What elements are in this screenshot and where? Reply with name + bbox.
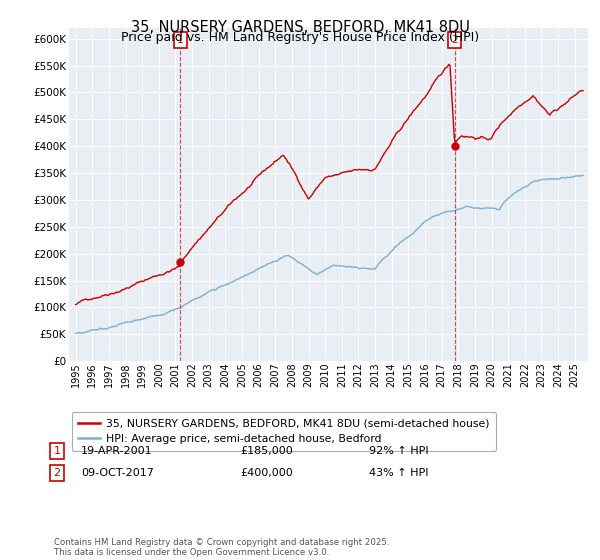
Text: 09-OCT-2017: 09-OCT-2017 (81, 468, 154, 478)
Text: Contains HM Land Registry data © Crown copyright and database right 2025.
This d: Contains HM Land Registry data © Crown c… (54, 538, 389, 557)
Text: 2: 2 (451, 35, 458, 45)
Text: 19-APR-2001: 19-APR-2001 (81, 446, 152, 456)
Text: £185,000: £185,000 (240, 446, 293, 456)
Text: 2: 2 (53, 468, 61, 478)
Legend: 35, NURSERY GARDENS, BEDFORD, MK41 8DU (semi-detached house), HPI: Average price: 35, NURSERY GARDENS, BEDFORD, MK41 8DU (… (72, 412, 496, 451)
Text: 1: 1 (53, 446, 61, 456)
Text: 1: 1 (177, 35, 184, 45)
Text: 92% ↑ HPI: 92% ↑ HPI (369, 446, 428, 456)
Text: Price paid vs. HM Land Registry's House Price Index (HPI): Price paid vs. HM Land Registry's House … (121, 31, 479, 44)
Text: 43% ↑ HPI: 43% ↑ HPI (369, 468, 428, 478)
Text: 35, NURSERY GARDENS, BEDFORD, MK41 8DU: 35, NURSERY GARDENS, BEDFORD, MK41 8DU (131, 20, 469, 35)
Text: £400,000: £400,000 (240, 468, 293, 478)
